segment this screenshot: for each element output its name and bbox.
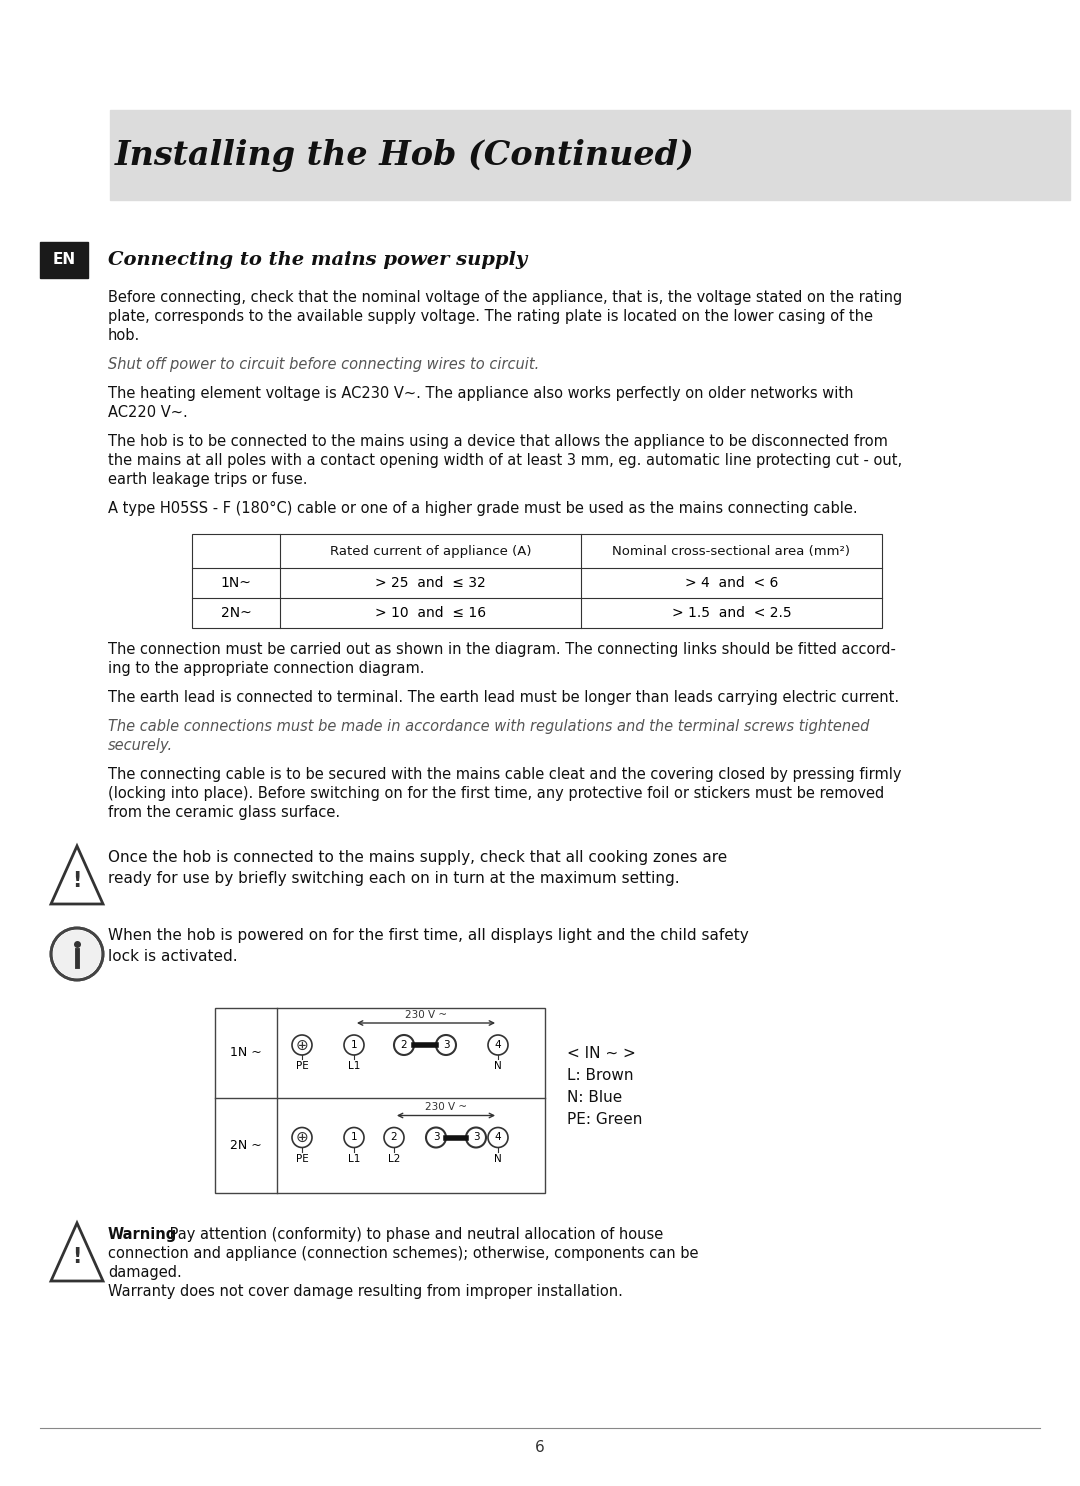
Circle shape [384,1128,404,1147]
Text: Shut off power to circuit before connecting wires to circuit.: Shut off power to circuit before connect… [108,357,539,372]
Text: 3: 3 [473,1132,480,1143]
Text: L2: L2 [388,1153,401,1164]
Text: 230 V ~: 230 V ~ [424,1103,467,1113]
Text: PE: PE [296,1061,309,1071]
Circle shape [488,1128,508,1147]
Text: 2N ~: 2N ~ [230,1138,261,1152]
Text: N: N [495,1061,502,1071]
Text: 2: 2 [401,1040,407,1051]
Text: EN: EN [53,253,76,267]
Text: AC220 V~.: AC220 V~. [108,406,188,421]
Text: 2N~: 2N~ [220,606,252,620]
Text: ⊕: ⊕ [296,1129,309,1146]
Text: L: Brown: L: Brown [567,1068,634,1083]
Text: ing to the appropriate connection diagram.: ing to the appropriate connection diagra… [108,661,424,676]
Text: 3: 3 [433,1132,440,1143]
Circle shape [394,1036,414,1055]
Text: 230 V ~: 230 V ~ [405,1010,447,1019]
Text: The heating element voltage is AC230 V~. The appliance also works perfectly on o: The heating element voltage is AC230 V~.… [108,386,853,401]
Text: > 25  and  ≤ 32: > 25 and ≤ 32 [375,577,486,590]
Text: A type H05SS - F (180°C) cable or one of a higher grade must be used as the main: A type H05SS - F (180°C) cable or one of… [108,501,858,516]
Text: Before connecting, check that the nominal voltage of the appliance, that is, the: Before connecting, check that the nomina… [108,290,902,305]
Text: 3: 3 [443,1040,449,1051]
Bar [40,242,87,278]
Text: > 1.5  and  < 2.5: > 1.5 and < 2.5 [672,606,792,620]
Text: N: N [495,1153,502,1164]
Text: Warranty does not cover damage resulting from improper installation.: Warranty does not cover damage resulting… [108,1284,623,1299]
Circle shape [292,1036,312,1055]
Text: (locking into place). Before switching on for the first time, any protective foi: (locking into place). Before switching o… [108,786,885,801]
Text: The connection must be carried out as shown in the diagram. The connecting links: The connection must be carried out as sh… [108,642,896,657]
Bar [192,533,882,629]
Circle shape [292,1128,312,1147]
Text: Nominal cross-sectional area (mm²): Nominal cross-sectional area (mm²) [612,544,851,557]
Text: < IN ~ >: < IN ~ > [567,1046,636,1061]
Text: 4: 4 [495,1040,501,1051]
Text: securely.: securely. [108,739,173,753]
Text: !: ! [72,1247,82,1268]
Text: !: ! [72,871,82,892]
Text: Warning: Warning [108,1227,177,1242]
Text: plate, corresponds to the available supply voltage. The rating plate is located : plate, corresponds to the available supp… [108,309,873,324]
Text: The cable connections must be made in accordance with regulations and the termin: The cable connections must be made in ac… [108,719,869,734]
Text: When the hob is powered on for the first time, all displays light and the child : When the hob is powered on for the first… [108,927,748,944]
Text: ⊕: ⊕ [296,1037,309,1052]
Text: lock is activated.: lock is activated. [108,950,238,964]
Text: connection and appliance (connection schemes); otherwise, components can be: connection and appliance (connection sch… [108,1245,699,1262]
Text: 6: 6 [535,1440,545,1455]
Text: 1: 1 [351,1132,357,1143]
Text: PE: PE [296,1153,309,1164]
Text: ready for use by briefly switching each on in turn at the maximum setting.: ready for use by briefly switching each … [108,871,679,886]
Text: the mains at all poles with a contact opening width of at least 3 mm, eg. automa: the mains at all poles with a contact op… [108,453,902,468]
Text: The connecting cable is to be secured with the mains cable cleat and the coverin: The connecting cable is to be secured wi… [108,767,902,782]
Circle shape [345,1128,364,1147]
Text: > 4  and  < 6: > 4 and < 6 [685,577,779,590]
Text: : Pay attention (conformity) to phase and neutral allocation of house: : Pay attention (conformity) to phase an… [160,1227,663,1242]
Text: L1: L1 [348,1153,361,1164]
Text: hob.: hob. [108,328,140,343]
Text: earth leakage trips or fuse.: earth leakage trips or fuse. [108,473,308,487]
Text: Once the hob is connected to the mains supply, check that all cooking zones are: Once the hob is connected to the mains s… [108,850,727,865]
Bar [215,1008,545,1193]
Text: 1: 1 [351,1040,357,1051]
Circle shape [426,1128,446,1147]
Circle shape [488,1036,508,1055]
Text: > 10  and  ≤ 16: > 10 and ≤ 16 [375,606,486,620]
Circle shape [53,930,102,978]
Bar [110,110,1070,201]
Text: N: Blue: N: Blue [567,1091,622,1106]
Text: Rated current of appliance (A): Rated current of appliance (A) [329,544,531,557]
Circle shape [436,1036,456,1055]
Text: Installing the Hob (Continued): Installing the Hob (Continued) [114,138,694,171]
Text: The earth lead is connected to terminal. The earth lead must be longer than lead: The earth lead is connected to terminal.… [108,690,900,704]
Text: Connecting to the mains power supply: Connecting to the mains power supply [108,251,527,269]
Text: PE: Green: PE: Green [567,1112,643,1126]
Circle shape [345,1036,364,1055]
Text: 2: 2 [391,1132,397,1143]
Circle shape [465,1128,486,1147]
Text: from the ceramic glass surface.: from the ceramic glass surface. [108,805,340,820]
Text: damaged.: damaged. [108,1265,181,1279]
Text: 4: 4 [495,1132,501,1143]
Text: The hob is to be connected to the mains using a device that allows the appliance: The hob is to be connected to the mains … [108,434,888,449]
Text: 1N~: 1N~ [220,577,252,590]
Text: 1N ~: 1N ~ [230,1046,261,1060]
Text: L1: L1 [348,1061,361,1071]
